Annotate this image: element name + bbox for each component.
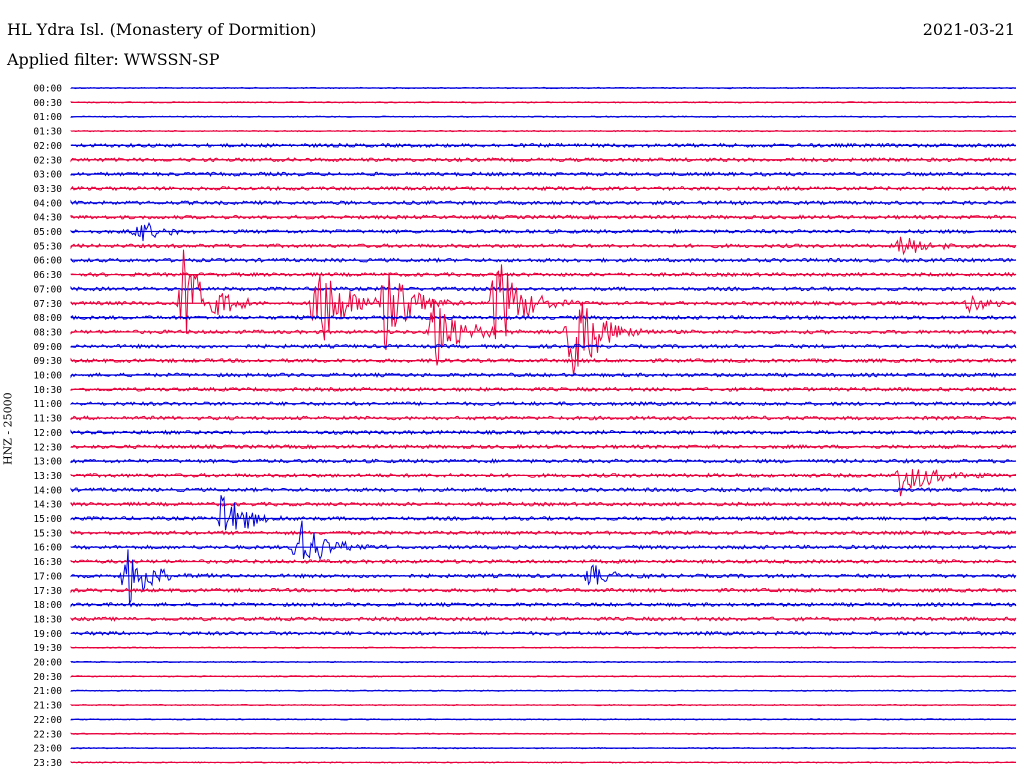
time-tick-label: 17:30: [33, 586, 62, 597]
time-tick-label: 12:30: [33, 442, 62, 453]
time-tick-label: 13:00: [33, 457, 62, 468]
time-tick-label: 04:30: [33, 213, 62, 224]
trace-line: [70, 495, 1017, 531]
trace-line: [70, 372, 1017, 379]
time-tick-label: 16:30: [33, 557, 62, 568]
time-tick-label: 00:00: [33, 84, 62, 95]
time-tick-label: 04:00: [33, 198, 62, 209]
time-tick-label: 12:00: [33, 428, 62, 439]
trace-group: [70, 86, 1017, 764]
trace-line: [70, 549, 1017, 604]
time-tick-label: 15:30: [33, 528, 62, 539]
time-tick-label: 03:30: [33, 184, 62, 195]
time-tick-label: 01:30: [33, 127, 62, 138]
station-title: HL Ydra Isl. (Monastery of Dormition): [7, 20, 317, 39]
time-tick-label: 08:30: [33, 327, 62, 338]
time-tick-label: 21:00: [33, 686, 62, 697]
time-tick-label: 21:30: [33, 701, 62, 712]
time-tick-group: 00:00 00:30 01:00 01:30 02:00 02:30 03:00 03:30…: [33, 84, 62, 769]
time-tick-label: 08:00: [33, 313, 62, 324]
time-tick-label: 09:30: [33, 356, 62, 367]
time-tick-label: 23:30: [33, 758, 62, 769]
time-tick-label: 00:30: [33, 98, 62, 109]
record-date: 2021-03-21: [922, 20, 1015, 39]
trace-line: [70, 520, 1016, 561]
time-tick-label: 01:00: [33, 112, 62, 123]
time-tick-label: 02:30: [33, 155, 62, 166]
time-tick-label: 17:00: [33, 571, 62, 582]
time-tick-label: 11:00: [33, 399, 62, 410]
trace-line: [70, 587, 1017, 594]
time-tick-label: 19:30: [33, 643, 62, 654]
time-tick-label: 16:00: [33, 543, 62, 554]
time-tick-label: 02:00: [33, 141, 62, 152]
time-tick-label: 18:30: [33, 614, 62, 625]
time-tick-label: 18:00: [33, 600, 62, 611]
time-tick-label: 10:00: [33, 371, 62, 382]
time-tick-label: 09:00: [33, 342, 62, 353]
trace-line: [70, 469, 1017, 497]
time-tick-label: 06:30: [33, 270, 62, 281]
time-tick-label: 11:30: [33, 414, 62, 425]
time-tick-label: 22:00: [33, 715, 62, 726]
time-tick-label: 19:00: [33, 629, 62, 640]
trace-line: [70, 298, 1017, 375]
time-tick-label: 05:00: [33, 227, 62, 238]
trace-line: [70, 249, 1017, 351]
filter-label: Applied filter: WWSSN-SP: [7, 50, 220, 69]
time-tick-label: 22:30: [33, 729, 62, 740]
time-tick-label: 07:00: [33, 284, 62, 295]
time-tick-label: 13:30: [33, 471, 62, 482]
time-tick-label: 03:00: [33, 170, 62, 181]
trace-line: [70, 221, 1017, 242]
time-tick-label: 15:00: [33, 514, 62, 525]
time-tick-label: 06:00: [33, 256, 62, 267]
time-tick-label: 10:30: [33, 385, 62, 396]
trace-line: [70, 314, 1017, 321]
time-tick-label: 20:00: [33, 658, 62, 669]
time-tick-label: 05:30: [33, 241, 62, 252]
time-tick-label: 14:30: [33, 500, 62, 511]
time-tick-label: 23:00: [33, 744, 62, 755]
time-tick-label: 07:30: [33, 299, 62, 310]
time-tick-label: 20:30: [33, 672, 62, 683]
time-tick-label: 14:00: [33, 485, 62, 496]
